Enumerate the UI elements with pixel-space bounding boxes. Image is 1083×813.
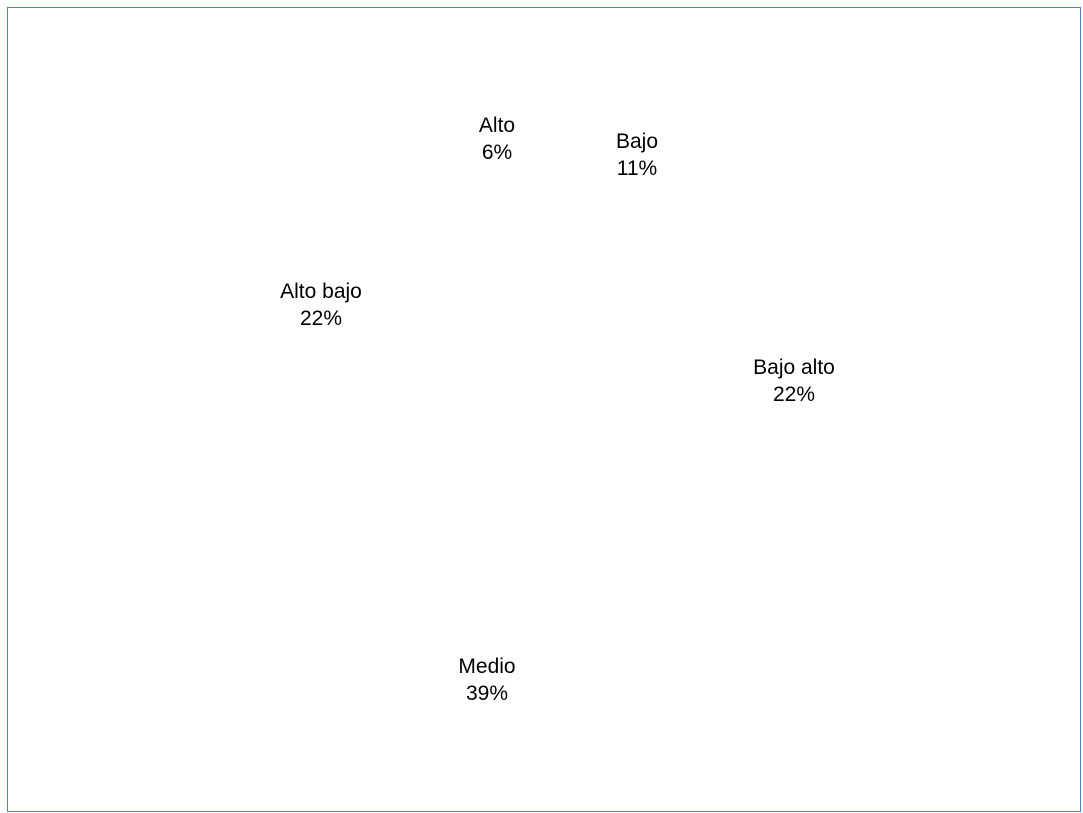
pie-chart bbox=[244, 107, 846, 709]
slice-percent: 22% bbox=[299, 307, 343, 330]
data-label-alto: Alto 6% bbox=[479, 112, 515, 166]
chart-frame: Alto 6% Bajo 11% Bajo alto 22% Medio 39%… bbox=[7, 7, 1081, 812]
slice-label: Alto bbox=[478, 114, 516, 137]
slice-label: Alto bajo bbox=[280, 280, 362, 303]
slice-label: Bajo bbox=[615, 130, 659, 153]
slice-percent: 11% bbox=[616, 157, 658, 180]
data-label-alto-bajo: Alto bajo 22% bbox=[280, 278, 362, 332]
pie-slice-bajo-alto bbox=[544, 262, 846, 640]
slice-percent: 22% bbox=[772, 383, 816, 406]
data-label-bajo: Bajo 11% bbox=[616, 128, 658, 182]
slice-percent: 6% bbox=[481, 141, 513, 164]
pie-slice-alto-bajo bbox=[249, 107, 546, 409]
slice-percent: 39% bbox=[465, 682, 509, 705]
pie-slice-bajo bbox=[544, 128, 809, 410]
data-label-medio: Medio 39% bbox=[458, 653, 515, 707]
data-label-bajo-alto: Bajo alto 22% bbox=[753, 354, 835, 408]
slice-label: Medio bbox=[458, 655, 516, 678]
pie-slice-medio bbox=[244, 351, 737, 709]
slice-label: Bajo alto bbox=[753, 356, 835, 379]
